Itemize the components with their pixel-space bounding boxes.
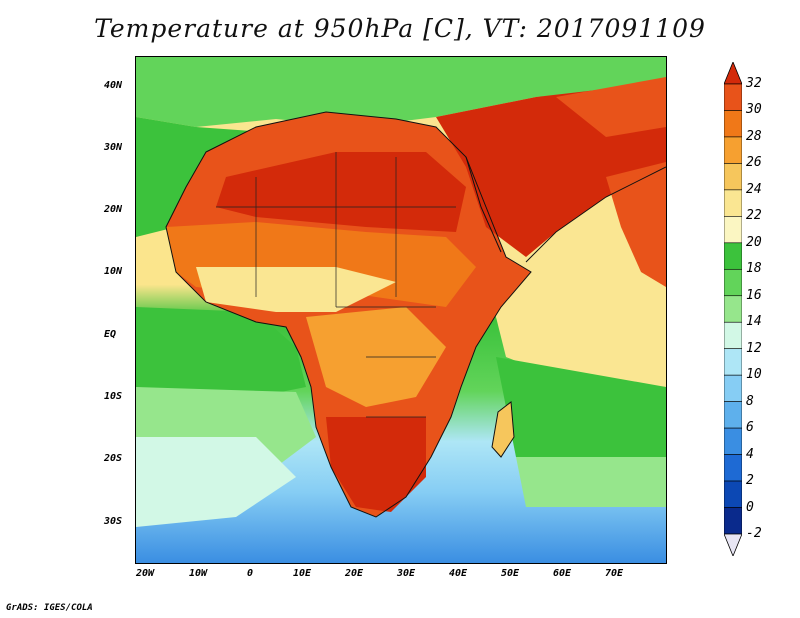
lat-label-40n: 40N [104, 80, 123, 91]
lon-label-70e: 70E [604, 568, 624, 579]
lon-label-30e: 30E [396, 568, 416, 579]
colorbar-segment [724, 242, 742, 270]
africa-coastline [165, 111, 532, 518]
lon-label-20w: 20W [135, 568, 155, 579]
colorbar-tick-label: 14 [746, 314, 762, 330]
colorbar-segment [724, 136, 742, 164]
colorbar-segment [724, 401, 742, 429]
colorbar-segment [724, 374, 742, 402]
indian-ocean-green [496, 357, 666, 457]
temperature-map [135, 56, 667, 564]
iran-region [556, 77, 666, 137]
colorbar-tick-label: 24 [746, 181, 762, 197]
southern-africa-hot [326, 417, 426, 512]
lon-label-0: 0 [246, 568, 254, 579]
colorbar-tick-label: 12 [746, 340, 762, 356]
colorbar-tick-label: 4 [746, 446, 754, 462]
colorbar-segment [724, 110, 742, 138]
lon-label-40e: 40E [448, 568, 468, 579]
lat-label-20n: 20N [104, 204, 123, 215]
lat-label-10s: 10S [104, 391, 123, 402]
map-title: Temperature at 950hPa [C], VT: 201709110… [94, 14, 706, 43]
colorbar-min-triangle [724, 533, 742, 556]
indian-ocean-cool [516, 457, 666, 507]
atlantic-equatorial-band [136, 307, 306, 397]
colorbar-max-triangle [724, 62, 742, 85]
northern-band [136, 57, 666, 127]
colorbar-tick-label: 26 [746, 155, 762, 171]
colorbar-tick-label: 0 [746, 499, 754, 515]
colorbar-segment [724, 83, 742, 111]
colorbar-tick-label: 8 [746, 393, 754, 409]
colorbar-segment [724, 268, 742, 297]
temperature-field [136, 57, 666, 563]
lat-label-30n: 30N [104, 142, 123, 153]
colorbar-tick-label: 6 [746, 420, 754, 436]
sahara-hot-core [216, 152, 466, 232]
software-credit: GrADS: IGES/COLA [6, 603, 93, 613]
colorbar-segment [724, 189, 742, 217]
lon-label-20e: 20E [344, 568, 364, 579]
colorbar-segment [724, 321, 742, 350]
lat-label-30s: 30S [104, 516, 123, 527]
lon-label-10e: 10E [292, 568, 312, 579]
lat-label-20s: 20S [104, 453, 123, 464]
colorbar-tick-label: 16 [746, 287, 762, 303]
colorbar-tick-label: 30 [746, 102, 762, 118]
colorbar-tick-label: 18 [746, 261, 762, 277]
colorbar-segment [724, 348, 742, 376]
colorbar-segment [724, 295, 742, 323]
colorbar-tick-label: 10 [746, 367, 762, 383]
madagascar-coastline [491, 401, 515, 458]
arabia-coastline [465, 156, 666, 263]
colorbar-tick-label: 20 [746, 234, 762, 250]
colorbar-segment [724, 163, 742, 191]
colorbar-tick-label: -2 [746, 526, 762, 541]
colorbar-segment [724, 480, 742, 508]
colorbar-segment [724, 507, 742, 535]
lat-label-10n: 10N [104, 266, 123, 277]
colorbar-tick-label: 28 [746, 128, 762, 144]
colorbar-segment [724, 427, 742, 455]
lon-label-10w: 10W [188, 568, 208, 579]
colorbar-tick-label: 22 [746, 208, 762, 224]
india-region [606, 162, 666, 287]
colorbar-tick-label: 2 [746, 473, 754, 489]
country-borders [216, 152, 456, 418]
lon-label-60e: 60E [552, 568, 572, 579]
colorbar-segment [724, 454, 742, 482]
colorbar [724, 62, 742, 556]
west-africa-mild [196, 267, 396, 312]
colorbar-segment [724, 216, 742, 244]
lat-label-eq: EQ [104, 329, 117, 340]
south-atlantic-pale [136, 437, 296, 527]
colorbar-tick-label: 32 [746, 76, 762, 91]
lon-label-50e: 50E [500, 568, 520, 579]
